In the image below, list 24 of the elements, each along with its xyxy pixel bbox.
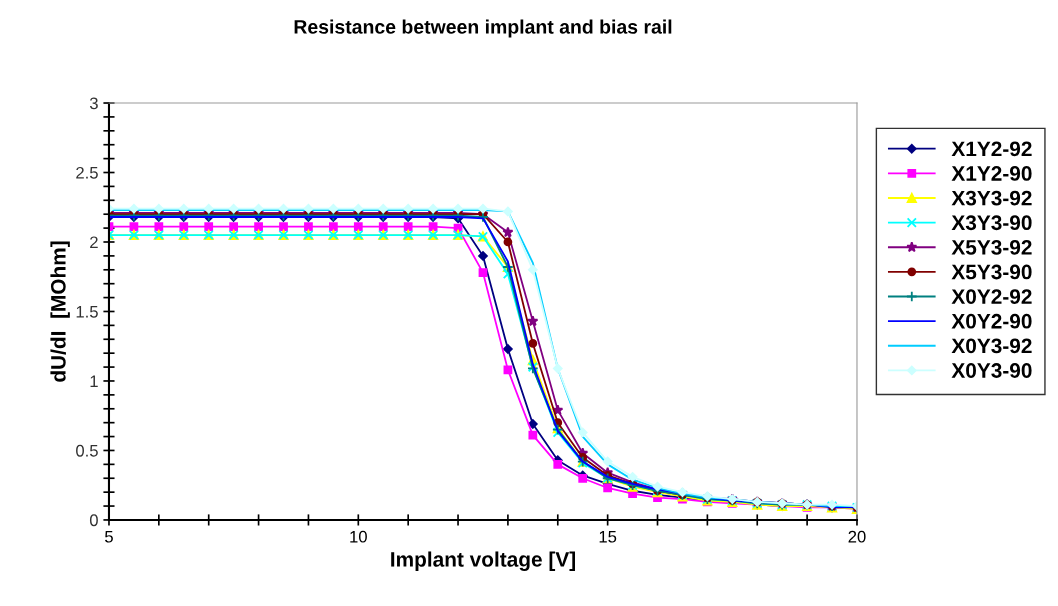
x-tick-label: 10 [350,530,367,543]
x-tick-label: 15 [599,530,617,543]
y-tick-label: 2.5 [76,166,98,179]
y-tick-label: 2 [90,236,98,249]
legend-label: X0Y3-92 [951,338,1032,354]
y-axis-title: dU/dI [MOhm] [50,241,70,382]
legend-label: X1Y2-90 [951,166,1032,181]
legend-label: X5Y3-92 [951,239,1032,255]
legend-label: X0Y3-90 [951,363,1032,378]
y-tick-label: 3 [89,97,98,110]
legend-label: X5Y3-90 [951,264,1032,280]
x-tick-label: 20 [848,530,866,543]
y-tick-label: 0 [89,514,98,527]
legend-label: X0Y2-92 [951,289,1032,304]
legend-label: X3Y3-92 [951,190,1032,206]
chart-title: Resistance between implant and bias rail [294,19,672,38]
y-tick-label: 1 [90,375,98,388]
legend-label: X3Y3-90 [951,215,1032,231]
x-axis-title: Implant voltage [V] [391,551,575,571]
legend-label: X0Y2-90 [951,313,1032,329]
y-tick-label: 0.5 [76,444,98,457]
x-tick-label: 5 [105,530,113,543]
y-tick-label: 1.5 [76,306,98,318]
legend-label: X1Y2-92 [951,141,1032,157]
